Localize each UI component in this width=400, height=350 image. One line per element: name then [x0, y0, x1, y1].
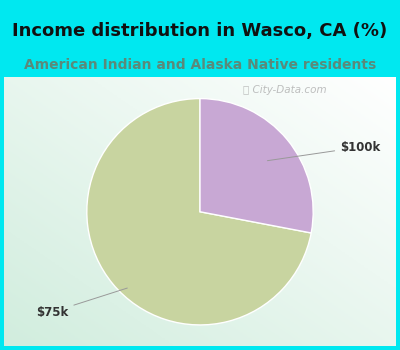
- Text: $75k: $75k: [36, 288, 127, 319]
- Text: ⛶ City-Data.com: ⛶ City-Data.com: [243, 85, 327, 95]
- Text: American Indian and Alaska Native residents: American Indian and Alaska Native reside…: [24, 58, 376, 72]
- Text: Income distribution in Wasco, CA (%): Income distribution in Wasco, CA (%): [12, 22, 388, 40]
- Wedge shape: [200, 99, 313, 233]
- Text: $100k: $100k: [268, 141, 380, 161]
- Wedge shape: [87, 99, 311, 325]
